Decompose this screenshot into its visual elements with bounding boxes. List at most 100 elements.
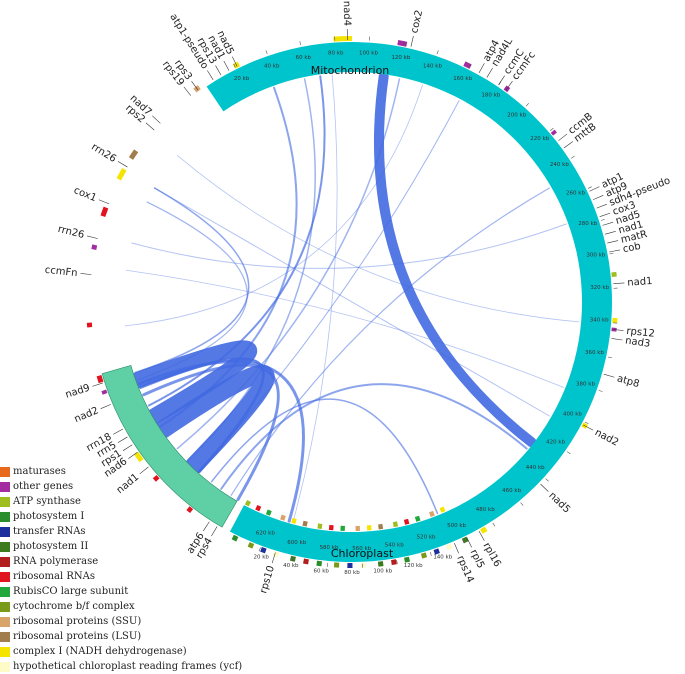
legend-item: photosystem I — [0, 509, 240, 524]
gene-label: cox1 — [72, 185, 98, 204]
gene-mark — [117, 168, 127, 180]
chloro-tick-label: 140 kb — [433, 554, 452, 560]
chloroplast-gene-mark — [356, 526, 360, 531]
gene-mark — [611, 272, 616, 277]
chloro-tick-label: 40 kb — [283, 563, 299, 569]
mito-tick-label: 100 kb — [359, 51, 378, 57]
mito-tick-label: 120 kb — [391, 55, 410, 61]
mito-tick — [266, 50, 267, 54]
gene-leader — [224, 61, 229, 71]
gene-leader — [558, 134, 567, 141]
mito-tick — [599, 390, 603, 391]
gene-label: cob — [622, 241, 642, 255]
gene-leader — [487, 68, 493, 77]
gene-leader — [146, 123, 154, 130]
chloroplast-gene-mark — [347, 563, 352, 568]
gene-mark — [333, 36, 352, 42]
legend-swatch — [0, 632, 10, 642]
mito-tick — [437, 50, 438, 54]
legend-label: transfer RNAs — [13, 526, 86, 537]
mito-tick-label: 440 kb — [526, 465, 545, 471]
legend-item: cytochrome b/f complex — [0, 599, 240, 614]
chloroplast-gene-mark — [440, 506, 446, 512]
gene-leader — [603, 222, 614, 225]
legend-item: photosystem II — [0, 539, 240, 554]
mito-tick-label: 20 kb — [234, 76, 250, 82]
mito-tick-label: 80 kb — [328, 51, 344, 57]
chloroplast-gene-mark — [446, 544, 453, 551]
chloro-tick-label: 60 kb — [313, 568, 329, 574]
mito-tick — [571, 156, 574, 158]
gene-leader — [597, 204, 607, 208]
mito-tick — [521, 503, 524, 506]
legend-label: cytochrome b/f complex — [13, 601, 135, 612]
gene-label: nad4 — [341, 1, 352, 26]
mito-tick-label: 260 kb — [566, 191, 585, 197]
legend-swatch — [0, 497, 10, 507]
mito-tick — [546, 479, 549, 482]
legend-swatch — [0, 557, 10, 567]
gene-leader — [87, 236, 98, 239]
legend-swatch — [0, 587, 10, 597]
legend-label: complex I (NADH dehydrogenase) — [13, 646, 187, 657]
gene-label: nad3 — [624, 335, 650, 349]
mito-tick-label: 600 kb — [287, 540, 306, 546]
legend-swatch — [0, 512, 10, 522]
chloroplast-gene-mark — [404, 519, 409, 525]
chloroplast-gene-mark — [334, 562, 339, 567]
links-layer — [125, 75, 579, 522]
legend-item: complex I (NADH dehydrogenase) — [0, 644, 240, 659]
mito-tick-label: 380 kb — [576, 382, 595, 388]
legend-item: ATP synthase — [0, 494, 240, 509]
chloro-tick-label: 100 kb — [373, 568, 392, 574]
mito-tick — [550, 128, 553, 131]
legend-label: ribosomal RNAs — [13, 571, 95, 582]
chloro-tick-label: 20 kb — [253, 554, 269, 560]
mito-tick-label: 200 kb — [507, 113, 526, 119]
gene-leader — [499, 76, 505, 85]
legend-item: transfer RNAs — [0, 524, 240, 539]
legend-label: hypothetical chloroplast reading frames … — [13, 661, 242, 672]
gene-mark — [397, 40, 407, 47]
mito-tick-label: 360 kb — [585, 350, 604, 356]
gene-mark — [129, 149, 138, 159]
mito-tick-label: 340 kb — [590, 318, 609, 324]
mito-tick-label: 420 kb — [546, 440, 565, 446]
gene-label: rps10 — [258, 564, 277, 594]
chloroplast-gene-mark — [361, 563, 366, 568]
mito-tick-label: 400 kb — [563, 412, 582, 418]
mito-tick-label: 300 kb — [586, 253, 605, 259]
legend-label: ribosomal proteins (SSU) — [13, 616, 141, 627]
gene-label: nad9 — [64, 383, 91, 401]
gene-label: rrn26 — [89, 142, 118, 165]
gene-leader — [604, 374, 615, 377]
gene-leader — [479, 63, 484, 73]
mito-tick-label: 180 kb — [481, 93, 500, 99]
mito-tick — [526, 103, 529, 106]
gene-mark — [101, 390, 107, 395]
gene-leader — [216, 66, 222, 76]
mito-tick — [300, 41, 301, 45]
chloroplast-gene-mark — [421, 552, 427, 558]
gene-leader — [454, 543, 458, 553]
mito-tick-label: 40 kb — [264, 63, 280, 69]
gene-mark — [480, 527, 487, 534]
chloroplast-gene-mark — [303, 559, 309, 565]
chloroplast-gene-mark — [245, 500, 251, 506]
mito-tick-label: 60 kb — [296, 55, 312, 61]
chloroplast-gene-mark — [273, 551, 279, 557]
gene-label: cox2 — [409, 9, 425, 34]
chloroplast-gene-mark — [404, 557, 410, 563]
chloroplast-gene-mark — [260, 547, 266, 553]
chloroplast-gene-mark — [329, 525, 334, 530]
chloroplast-gene-mark — [266, 510, 272, 516]
legend-item: RubisCO large subunit — [0, 584, 240, 599]
chloroplast-gene-mark — [429, 511, 435, 517]
mito-tick — [430, 552, 431, 556]
legend-swatch — [0, 662, 10, 672]
gene-leader — [611, 338, 622, 340]
legend-label: ribosomal proteins (LSU) — [13, 631, 141, 642]
mito-tick — [397, 560, 398, 564]
gene-mark — [612, 318, 617, 323]
